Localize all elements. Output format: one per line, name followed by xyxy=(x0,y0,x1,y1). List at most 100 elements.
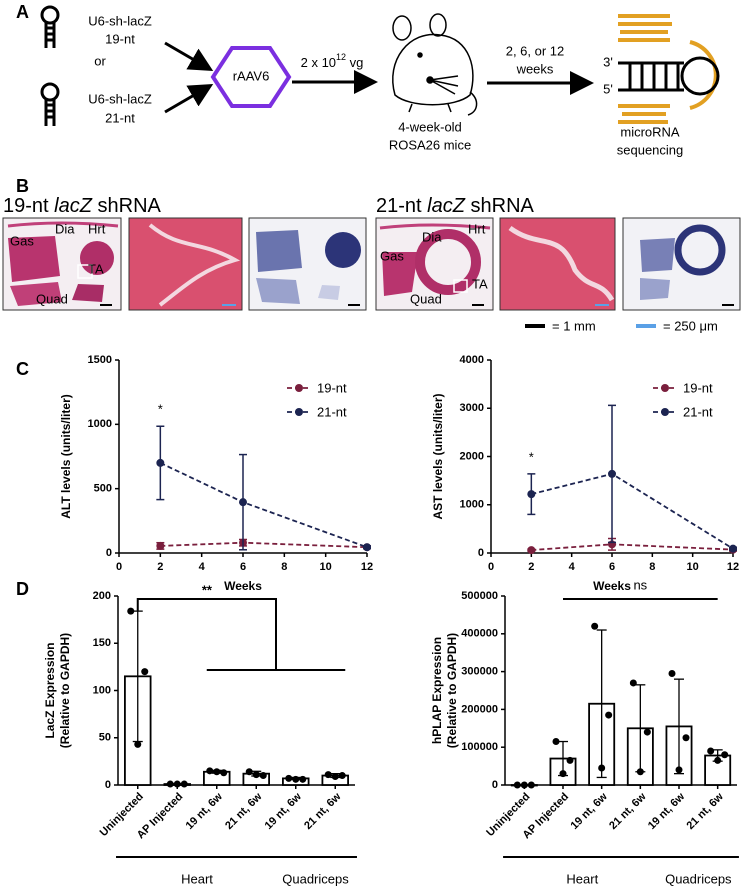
dose-exponent: 12 xyxy=(336,52,346,62)
histology-image xyxy=(248,217,367,311)
data-point xyxy=(285,774,293,782)
tissue-label: Quad xyxy=(410,291,442,306)
data-point xyxy=(668,669,676,677)
x-tick-label: 19 nt, 6w xyxy=(263,790,305,832)
legend-dot xyxy=(661,408,669,416)
legend-dot xyxy=(295,384,303,392)
y-tick-label: 150 xyxy=(93,637,111,649)
data-point xyxy=(729,544,737,553)
data-point xyxy=(331,772,339,780)
x-tick-label: 4 xyxy=(569,561,576,573)
panel-title: 21-nt lacZ shRNA xyxy=(376,195,535,217)
tissue-label: TA xyxy=(88,261,104,276)
tissue-label: Quad xyxy=(36,291,68,306)
legend-label: 21-nt xyxy=(317,404,347,419)
dose-label: 2 x 1012 vg xyxy=(301,52,364,70)
x-tick-label: 21 nt, 6w xyxy=(684,790,726,832)
x-tick-label: 2 xyxy=(157,561,163,573)
y-tick-label: 50 xyxy=(99,732,111,744)
title-part: 19-nt xyxy=(3,195,54,217)
title-part: shRNA xyxy=(465,195,535,217)
data-point xyxy=(605,711,613,719)
histology-image xyxy=(375,217,494,311)
data-point xyxy=(338,772,346,780)
data-point xyxy=(527,546,536,555)
significance-bracket xyxy=(136,598,277,670)
construct-label: 19-nt xyxy=(105,31,135,46)
data-point xyxy=(127,607,135,615)
y-tick-label: 0 xyxy=(478,547,484,559)
title-part: shRNA xyxy=(92,195,162,217)
x-tick-label: 21 nt, 6w xyxy=(302,790,344,832)
readout-label: microRNA xyxy=(620,124,680,139)
y-tick-label: 200 xyxy=(93,590,111,602)
y-axis-label: LacZ Expression xyxy=(43,642,57,738)
y-axis-label: ALT levels (units/liter) xyxy=(59,394,73,518)
group-label: Heart xyxy=(181,871,213,886)
title-part: 21-nt xyxy=(376,195,427,217)
x-tick-label: 0 xyxy=(488,561,494,573)
microrna-icon xyxy=(618,14,720,124)
data-point xyxy=(527,781,535,789)
capsid-hexagon xyxy=(210,46,292,108)
x-tick-label: 12 xyxy=(727,561,739,573)
tissue-label: Hrt xyxy=(468,221,486,236)
data-point xyxy=(629,679,637,687)
panel-label: C xyxy=(16,359,29,379)
legend-label: 19-nt xyxy=(683,380,713,395)
series-line xyxy=(531,472,734,550)
hairpin-icon xyxy=(40,82,60,126)
x-tick-label: 10 xyxy=(687,561,699,573)
legend-dot xyxy=(661,384,669,392)
y-tick-label: 400000 xyxy=(461,628,498,640)
group-label: Quadriceps xyxy=(282,871,349,886)
histology-image xyxy=(128,217,243,311)
y-tick-label: 200000 xyxy=(461,703,498,715)
panel-title: 19-nt lacZ shRNA xyxy=(3,195,162,217)
arrow xyxy=(164,83,214,114)
series-line xyxy=(159,462,368,549)
data-point xyxy=(173,780,181,788)
tissue-label: TA xyxy=(472,276,488,291)
data-point xyxy=(591,622,599,630)
x-tick-label: 4 xyxy=(199,561,206,573)
x-tick-label: 19 nt, 6w xyxy=(568,790,610,832)
data-point xyxy=(363,543,371,552)
data-point xyxy=(292,775,300,783)
data-point xyxy=(245,768,253,776)
title-part: lacZ xyxy=(54,195,93,217)
x-axis-label: Weeks xyxy=(224,579,262,593)
data-point xyxy=(252,771,260,779)
annotation: ns xyxy=(633,577,647,592)
construct-label: U6-sh-lacZ xyxy=(88,91,152,106)
tissue-label: Dia xyxy=(422,229,442,244)
data-point xyxy=(259,772,267,780)
histology-image xyxy=(2,217,122,311)
y-tick-label: 0 xyxy=(105,779,111,791)
or-label: or xyxy=(94,53,106,68)
panel-label: D xyxy=(16,579,29,599)
tissue-label: Gas xyxy=(380,248,404,263)
y-axis-label: (Relative to GAPDH) xyxy=(445,633,459,748)
data-point xyxy=(598,764,606,772)
y-tick-label: 1500 xyxy=(88,354,112,366)
strand-label: 5' xyxy=(603,81,613,96)
mice-label: ROSA26 mice xyxy=(389,137,471,152)
y-tick-label: 0 xyxy=(106,547,112,559)
x-tick-label: 21 nt, 6w xyxy=(607,790,649,832)
tissue-label: Dia xyxy=(55,221,75,236)
y-tick-label: 100 xyxy=(93,684,111,696)
mouse-icon xyxy=(392,13,478,116)
x-tick-label: 0 xyxy=(116,561,122,573)
dose-unit: vg xyxy=(346,55,363,70)
data-point xyxy=(180,780,188,788)
dose-text: 2 x 10 xyxy=(301,55,336,70)
x-tick-label: 8 xyxy=(281,561,287,573)
data-point xyxy=(134,740,142,748)
group-label: Quadriceps xyxy=(665,871,732,886)
annotation: * xyxy=(158,402,163,417)
y-axis-label: (Relative to GAPDH) xyxy=(58,633,72,748)
mice-label: 4-week-old xyxy=(398,119,462,134)
time-label: weeks xyxy=(516,61,554,76)
